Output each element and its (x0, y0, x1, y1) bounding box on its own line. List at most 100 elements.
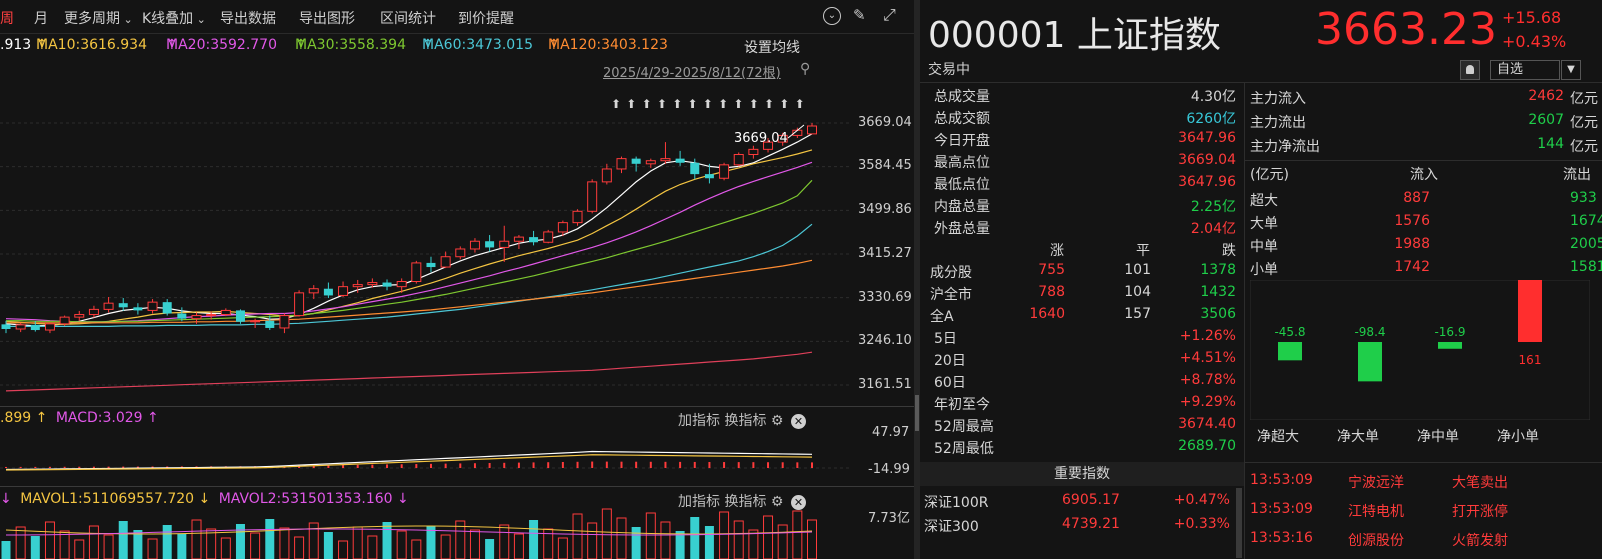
breadth-header-up: 涨 (1050, 243, 1064, 259)
divider-line (920, 82, 1602, 83)
tick-stock[interactable]: 创源股份 (1348, 533, 1404, 549)
brush-icon[interactable]: ✎ (853, 6, 866, 24)
macd-legend: .899 ↑ MACD:3.029 ↑ (0, 410, 159, 426)
period-value: +8.78% (1179, 372, 1236, 388)
close-icon[interactable]: ✕ (790, 414, 806, 429)
breadth-flat-count: 157 (1124, 306, 1151, 322)
candle-body (485, 241, 495, 248)
period-week-tab[interactable]: 周 (0, 11, 14, 27)
volume-bar (220, 537, 231, 559)
ma5-value: .913 (0, 37, 32, 53)
candle-body (411, 262, 422, 283)
candle-body (631, 158, 641, 164)
export-data-button[interactable]: 导出数据 (220, 11, 276, 27)
volume-bar (529, 520, 539, 559)
price-alert-button[interactable]: 到价提醒 (458, 11, 514, 27)
candle-body (616, 158, 627, 170)
ma-line-ma5 (5, 133, 813, 327)
add-indicator-button[interactable]: 加指标 (678, 413, 720, 429)
quote-panel: 000001 上证指数 3663.23 +15.68 +0.43% 交易中 自选… (920, 0, 1602, 559)
close-icon[interactable]: ✕ (790, 495, 806, 510)
collapse-icon[interactable]: ⌄ (823, 7, 841, 25)
range-stats-button[interactable]: 区间统计 (380, 11, 436, 27)
add-indicator-button[interactable]: 加指标 (678, 494, 720, 510)
candle-body (352, 284, 363, 288)
volume-bar (499, 524, 510, 559)
volume-bar (103, 534, 114, 559)
breadth-down-count: 1432 (1200, 284, 1236, 300)
pane-divider[interactable] (0, 406, 914, 407)
tick-event: 大笔卖出 (1452, 475, 1508, 491)
gear-icon[interactable]: ⚙ (770, 494, 784, 510)
signal-arrow-icon: ⬆ (672, 97, 682, 111)
candle-body (529, 237, 539, 243)
stat-label: 内盘总量 (934, 199, 990, 215)
index-name[interactable]: 深证300 (924, 519, 979, 535)
price-change: +15.68 (1502, 8, 1562, 27)
candle-body (147, 301, 158, 311)
ma30-label: MA30:3558.394 (295, 37, 406, 53)
candle-body (235, 310, 245, 322)
tick-stock[interactable]: 宁波远洋 (1348, 475, 1404, 491)
pane-divider[interactable] (0, 486, 914, 487)
candle-body (601, 168, 612, 183)
splitter-grip[interactable] (915, 395, 919, 431)
panel-splitter[interactable] (914, 0, 920, 559)
volume-bar (206, 528, 217, 559)
volume-bar (44, 521, 55, 559)
candle-body (15, 324, 26, 330)
flow-row-in: 1742 (1394, 259, 1430, 275)
mavol2-value: MAVOL2:531501353.160 (218, 491, 393, 507)
candle-body (543, 231, 554, 243)
period-label: 5日 (934, 331, 957, 347)
tick-time: 13:53:09 (1250, 472, 1313, 488)
volume-bar (411, 539, 422, 559)
period-month-tab[interactable]: 月 (34, 11, 48, 27)
macd-chart[interactable] (0, 426, 850, 484)
export-graph-button[interactable]: 导出图形 (299, 11, 355, 27)
volume-chart[interactable] (0, 508, 850, 559)
indices-scrollbar[interactable] (1236, 488, 1242, 558)
switch-indicator-button[interactable]: 换指标 (724, 413, 767, 429)
breadth-up-count: 1640 (1029, 306, 1065, 322)
switch-indicator-button[interactable]: 换指标 (724, 494, 767, 510)
signal-arrow-icon: ⬆ (611, 97, 621, 111)
volume-bar (748, 529, 759, 559)
volume-bar (733, 520, 744, 559)
candle-body (133, 307, 143, 311)
gear-icon[interactable]: ⚙ (770, 413, 784, 429)
watchlist-select[interactable]: 自选 ▼ (1490, 60, 1581, 80)
stat-value: 4.30亿 (1190, 89, 1236, 105)
candle-body (557, 222, 568, 233)
pin-icon[interactable]: ⚲ (800, 61, 811, 77)
watchlist-label: 自选 (1497, 62, 1524, 77)
candle-body (733, 154, 744, 166)
candle-body (587, 181, 598, 212)
ma-line-ma250 (5, 351, 813, 392)
signal-arrow-icon: ⬆ (718, 97, 728, 111)
candle-body (396, 281, 407, 288)
stat-value: 3669.04 (1178, 152, 1236, 168)
volume-bar (485, 539, 495, 559)
more-periods-menu[interactable]: 更多周期 ⌄ (64, 8, 133, 28)
period-label: 20日 (934, 353, 966, 369)
signal-arrow-icon: ⬆ (626, 97, 636, 111)
fullscreen-icon[interactable]: ⤢ (883, 5, 896, 24)
kline-chart[interactable]: 3669.04 ⬆ ⬆ ⬆ ⬆ ⬆ ⬆ ⬆ ⬆ ⬆ ⬆ ⬆ ⬆ ⬆ (0, 80, 850, 410)
period-value: +4.51% (1179, 350, 1236, 366)
vol-legend: ↓ MAVOL1:511069557.720 ↓ MAVOL2:53150135… (0, 491, 409, 507)
caret-down-icon[interactable]: ▼ (1561, 60, 1581, 80)
index-name[interactable]: 深证100R (924, 495, 989, 511)
vol-y-tick: 7.73亿 (868, 511, 910, 526)
kline-overlay-menu[interactable]: K线叠加 ⌄ (142, 8, 206, 28)
bell-icon[interactable] (1460, 60, 1480, 80)
volume-bar (440, 534, 451, 559)
macd-dif-line (5, 450, 813, 471)
mavol-arrow-icon: ↓ (397, 491, 409, 507)
breadth-header-down: 跌 (1222, 243, 1236, 259)
key-indices-header: 重要指数 (920, 462, 1244, 486)
tick-stock[interactable]: 江特电机 (1348, 504, 1404, 520)
macd-dif-value: .899 (0, 410, 32, 426)
breadth-flat-count: 101 (1124, 262, 1151, 278)
candle-body (367, 282, 378, 286)
